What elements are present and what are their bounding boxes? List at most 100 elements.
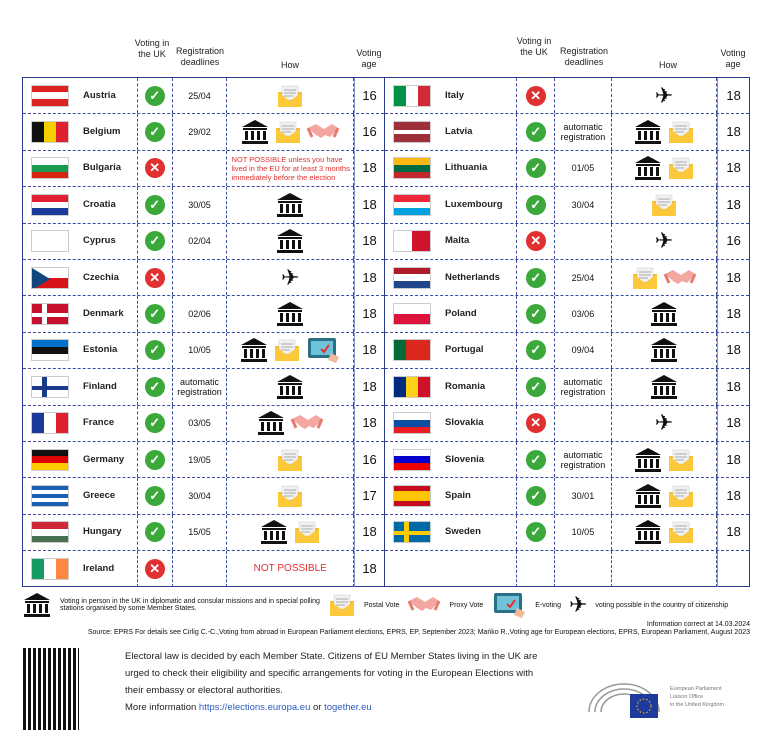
country-cell: Greece	[23, 478, 138, 514]
elections-link[interactable]: https://elections.europa.eu	[198, 702, 311, 713]
check-circle-icon: ✓	[144, 194, 165, 215]
together-link[interactable]: together.eu	[324, 702, 372, 713]
voting-age: 18	[362, 196, 377, 212]
table-row-bulgaria: Bulgaria ✕ NOT POSSIBLE unless you have li…	[23, 150, 384, 188]
flag-icon	[393, 230, 431, 253]
country-name: Italy	[445, 89, 465, 101]
age-cell: 18	[354, 259, 384, 296]
voting-age: 16	[726, 233, 741, 249]
registration-deadline: automatic registration	[560, 122, 606, 143]
how-cell: NOT POSSIBLE	[227, 551, 355, 588]
uk-cell: ✓	[138, 514, 173, 551]
flag-icon	[393, 521, 431, 544]
country-cell: Italy	[385, 78, 518, 114]
table-row-luxembourg: Luxembourg ✓ 30/04 18	[385, 187, 749, 224]
age-cell: 18	[354, 551, 384, 588]
cross-circle-icon: ✕	[144, 267, 165, 288]
voting-age: 18	[726, 415, 741, 431]
check-circle-icon: ✓	[525, 340, 546, 361]
logo-line-2: Liaison Office	[670, 694, 704, 700]
country-name: Poland	[445, 308, 477, 320]
flag-icon	[393, 303, 431, 326]
flag-icon	[393, 448, 431, 471]
table-row-slovakia: Slovakia ✕ ✈ 18	[385, 405, 749, 442]
left-table: Austria ✓ 25/04 16 Belgium ✓ 29/02 16 Bulgaria ✕ N…	[22, 77, 384, 588]
header-uk-right: Voting in the UK	[516, 36, 552, 57]
country-name: Finland	[83, 380, 117, 392]
voting-age: 18	[726, 487, 741, 503]
country-name: Denmark	[83, 308, 124, 320]
table-row-hungary: Hungary ✓ 15/05 18	[23, 514, 384, 552]
country-cell	[385, 551, 518, 588]
country-cell: Sweden	[385, 514, 518, 551]
plane-icon: ✈	[281, 264, 300, 290]
flag-icon	[31, 521, 69, 544]
age-cell: 18	[717, 405, 749, 441]
check-circle-icon: ✓	[525, 267, 546, 288]
voting-age: 16	[362, 87, 377, 103]
voting-age: 18	[726, 87, 741, 103]
legend: Voting in person in the UK in diplomatic…	[22, 590, 752, 620]
handshake-icon	[290, 413, 324, 433]
registration-deadline: 15/05	[188, 527, 211, 538]
table-row-empty	[385, 551, 749, 588]
how-cell	[612, 332, 718, 369]
how-cell	[612, 259, 718, 296]
country-cell: Romania	[385, 369, 518, 405]
country-name: Luxembourg	[445, 198, 503, 210]
voting-age: 18	[362, 415, 377, 431]
check-circle-icon: ✓	[525, 485, 546, 506]
age-cell: 18	[354, 332, 384, 369]
age-cell: 18	[717, 514, 749, 551]
voting-age: 16	[362, 124, 377, 140]
how-cell	[227, 441, 355, 478]
uk-cell: ✕	[517, 405, 556, 441]
plane-icon: ✈	[654, 410, 674, 436]
country-name: Belgium	[83, 126, 121, 138]
age-cell: 17	[354, 478, 384, 514]
uk-cell: ✕	[517, 223, 556, 259]
registration-cell: 10/05	[555, 514, 612, 551]
envelope-icon	[667, 520, 695, 544]
flag-icon	[393, 412, 431, 435]
qr-code[interactable]	[23, 648, 79, 730]
header-reg: Registration deadlines	[175, 46, 225, 67]
age-cell: 18	[717, 78, 749, 114]
uk-cell: ✓	[517, 332, 556, 369]
cross-circle-icon: ✕	[525, 85, 546, 106]
uk-cell	[517, 551, 556, 588]
how-cell	[612, 150, 718, 187]
how-cell	[227, 332, 355, 369]
how-cell: ✈	[612, 223, 718, 259]
how-cell	[227, 114, 355, 150]
registration-cell: 25/04	[173, 78, 228, 114]
uk-cell: ✓	[138, 441, 173, 478]
flag-icon	[31, 339, 69, 362]
voting-age: 18	[362, 160, 377, 176]
country-name: Lithuania	[445, 162, 488, 174]
country-cell: Portugal	[385, 332, 518, 369]
registration-cell	[555, 551, 612, 588]
voting-age: 18	[726, 378, 741, 394]
table-row-france: France ✓ 03/05 18	[23, 405, 384, 442]
flag-icon	[393, 193, 431, 216]
country-cell: Netherlands	[385, 259, 518, 296]
envelope-icon	[631, 266, 659, 290]
envelope-icon	[328, 593, 356, 617]
age-cell: 18	[354, 150, 384, 187]
how-cell	[612, 114, 718, 150]
table-row-finland: Finland ✓ automatic registration 18	[23, 369, 384, 406]
how-cell: ✈	[227, 259, 355, 296]
voting-age: 18	[362, 233, 377, 249]
registration-cell: 10/05	[173, 332, 228, 369]
registration-cell: 09/04	[555, 332, 612, 369]
voting-age: 18	[726, 342, 741, 358]
registration-deadline: 02/06	[188, 309, 211, 320]
table-row-portugal: Portugal ✓ 09/04 18	[385, 332, 749, 370]
how-cell: ✈	[612, 405, 718, 441]
embassy-building-icon	[649, 337, 679, 363]
embassy-building-icon	[259, 519, 289, 545]
embassy-building-icon	[633, 447, 663, 473]
voting-age: 18	[726, 160, 741, 176]
age-cell: 18	[717, 114, 749, 150]
